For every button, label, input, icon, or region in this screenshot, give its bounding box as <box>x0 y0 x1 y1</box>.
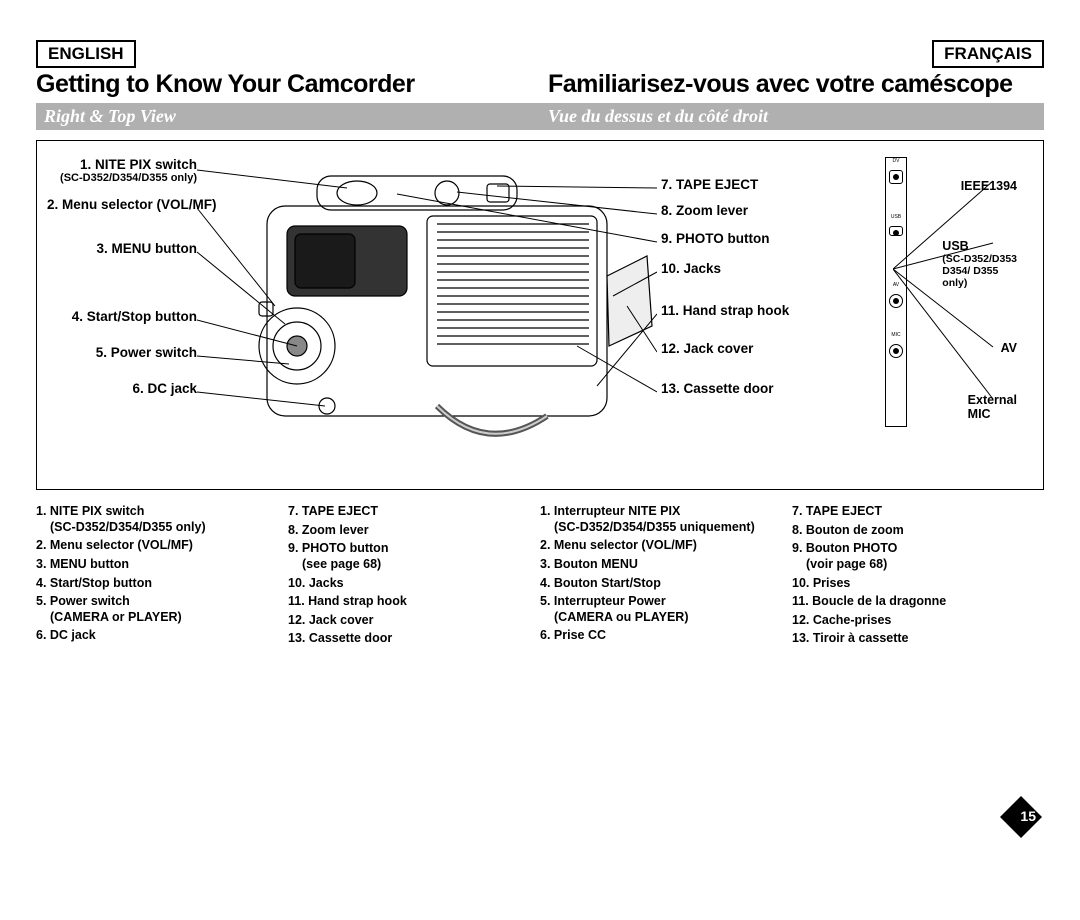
legend-fr-a-3: 3. Bouton MENU <box>540 557 784 573</box>
legend-en-a-4: 4. Start/Stop button <box>36 576 280 592</box>
language-row: ENGLISH FRANÇAIS <box>36 40 1044 68</box>
legend-en-a-3: 3. MENU button <box>36 557 280 573</box>
legend-en-b-1: 7. TAPE EJECT <box>288 504 532 520</box>
legend-fr-a-2: 2. Menu selector (VOL/MF) <box>540 538 784 554</box>
callout-left-2: 2. Menu selector (VOL/MF) <box>47 197 197 212</box>
manual-page: ENGLISH FRANÇAIS Getting to Know Your Ca… <box>36 40 1044 840</box>
legend-en-a-5: 5. Power switch(CAMERA or PLAYER) <box>36 594 280 625</box>
legend-fr-b-6: 12. Cache-prises <box>792 613 1036 629</box>
callout-right-8: 8. Zoom lever <box>661 203 748 218</box>
jack-usb-note1: (SC-D352/D353 <box>942 253 1017 265</box>
jack-label-mic: External MIC <box>968 393 1017 421</box>
subtitle-francais: Vue du dessus et du côté droit <box>540 103 1044 130</box>
legend-en-b-3: 9. PHOTO button(see page 68) <box>288 541 532 572</box>
callout-right-7: 7. TAPE EJECT <box>661 177 758 192</box>
legend-fr-b-5: 11. Boucle de la dragonne <box>792 594 1036 610</box>
legend-fr-b-7: 13. Tiroir à cassette <box>792 631 1036 647</box>
callout-left-1: 1. NITE PIX switch(SC-D352/D354/D355 onl… <box>47 157 197 184</box>
title-english: Getting to Know Your Camcorder <box>36 70 540 99</box>
legend-en-b-2: 8. Zoom lever <box>288 523 532 539</box>
subtitle-english: Right & Top View <box>36 103 540 130</box>
callout-right-13: 13. Cassette door <box>661 381 774 396</box>
page-number-badge: 15 <box>998 794 1044 840</box>
callout-left-6: 6. DC jack <box>47 381 197 396</box>
callout-right-11: 11. Hand strap hook <box>661 303 789 318</box>
jack-usb-note3: only) <box>942 277 1017 289</box>
callout-right-9: 9. PHOTO button <box>661 231 770 246</box>
legend-fr-b-1: 7. TAPE EJECT <box>792 504 1036 520</box>
legend-fr-b-3: 9. Bouton PHOTO(voir page 68) <box>792 541 1036 572</box>
legend-en-b-4: 10. Jacks <box>288 576 532 592</box>
lang-english: ENGLISH <box>36 40 136 68</box>
legend-en-a-6: 6. DC jack <box>36 628 280 644</box>
jack-mic-line1: External <box>968 393 1017 407</box>
legend-fr-b-4: 10. Prises <box>792 576 1036 592</box>
callout-left-5: 5. Power switch <box>47 345 197 360</box>
legend-fr-a-6: 6. Prise CC <box>540 628 784 644</box>
title-francais: Familiarisez-vous avec votre caméscope <box>540 70 1044 99</box>
legend-francais-col2: 7. TAPE EJECT 8. Bouton de zoom 9. Bouton … <box>792 504 1044 650</box>
callout-right-10: 10. Jacks <box>661 261 721 276</box>
legend-francais-col1: 1. Interrupteur NITE PIX(SC-D352/D354/D3… <box>540 504 792 650</box>
camcorder-illustration <box>197 146 657 476</box>
legend-en-a-2: 2. Menu selector (VOL/MF) <box>36 538 280 554</box>
legend-en-b-7: 13. Cassette door <box>288 631 532 647</box>
lang-francais: FRANÇAIS <box>932 40 1044 68</box>
jack-mic-line2: MIC <box>968 407 991 421</box>
legend-english-col2: 7. TAPE EJECT 8. Zoom lever 9. PHOTO butto… <box>288 504 540 650</box>
subtitle-row: Right & Top View Vue du dessus et du côt… <box>36 103 1044 130</box>
title-row: Getting to Know Your Camcorder Familiari… <box>36 70 1044 99</box>
diagram-box: 1. NITE PIX switch(SC-D352/D354/D355 onl… <box>36 140 1044 490</box>
jack-label-av: AV <box>1001 341 1017 355</box>
legend-fr-a-4: 4. Bouton Start/Stop <box>540 576 784 592</box>
callout-left-3: 3. MENU button <box>47 241 197 256</box>
callout-left-4: 4. Start/Stop button <box>47 309 197 324</box>
legend-fr-a-5: 5. Interrupteur Power(CAMERA ou PLAYER) <box>540 594 784 625</box>
legend-fr-b-2: 8. Bouton de zoom <box>792 523 1036 539</box>
legend-english-col1: 1. NITE PIX switch(SC-D352/D354/D355 onl… <box>36 504 288 650</box>
legend-row: 1. NITE PIX switch(SC-D352/D354/D355 onl… <box>36 504 1044 650</box>
page-number: 15 <box>1020 808 1036 824</box>
jack-label-usb: USB (SC-D352/D353 D354/ D355 only) <box>942 239 1017 289</box>
callout-right-12: 12. Jack cover <box>661 341 753 356</box>
legend-en-b-6: 12. Jack cover <box>288 613 532 629</box>
jack-usb-note2: D354/ D355 <box>942 265 1017 277</box>
legend-en-a-1: 1. NITE PIX switch(SC-D352/D354/D355 onl… <box>36 504 280 535</box>
legend-en-b-5: 11. Hand strap hook <box>288 594 532 610</box>
legend-fr-a-1: 1. Interrupteur NITE PIX(SC-D352/D354/D3… <box>540 504 784 535</box>
jack-label-ieee: IEEE1394 <box>961 179 1017 193</box>
jack-label-usb-text: USB <box>942 239 968 253</box>
